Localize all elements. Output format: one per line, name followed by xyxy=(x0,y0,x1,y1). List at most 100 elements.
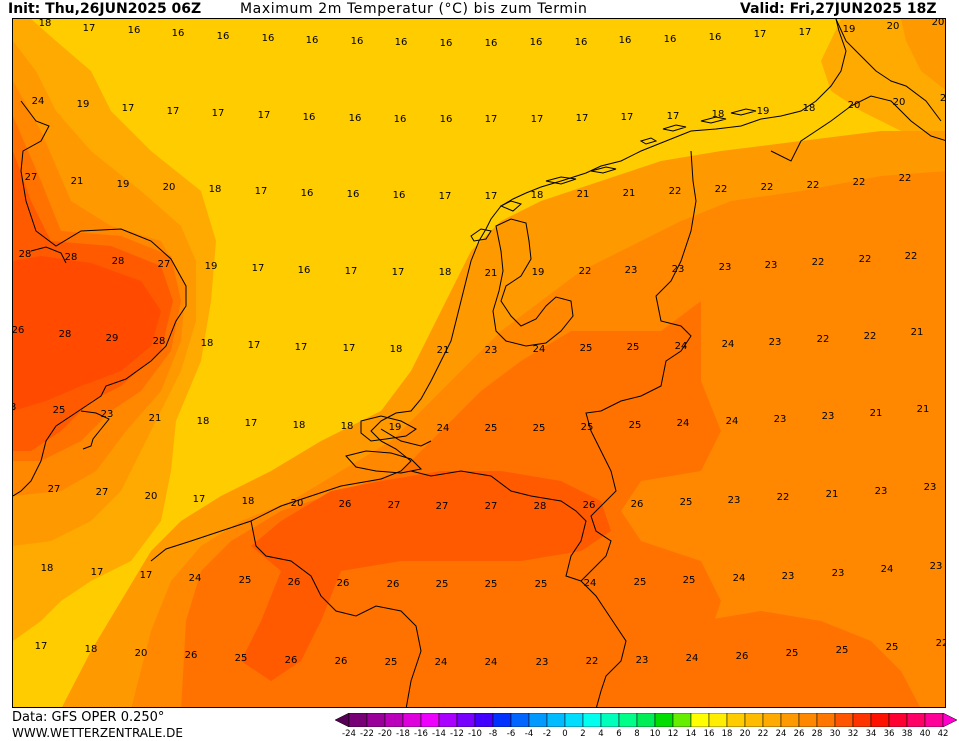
colorbar-swatch xyxy=(402,713,422,727)
temperature-value: 18 xyxy=(208,184,222,195)
temperature-value: 17 xyxy=(798,27,812,38)
colorbar-swatch xyxy=(780,713,800,727)
temperature-value: 25 xyxy=(435,579,449,590)
west-frisian-islands xyxy=(470,108,757,242)
temperature-value: 26 xyxy=(12,325,25,336)
temperature-value: 28 xyxy=(58,329,72,340)
band-28-30-west xyxy=(13,256,161,411)
temperature-value: 24 xyxy=(532,344,546,355)
colorbar-swatch xyxy=(924,713,944,727)
temperature-value: 23 xyxy=(923,482,937,493)
temperature-value: 25 xyxy=(534,579,548,590)
temperature-value: 17 xyxy=(438,191,452,202)
colorbar-tick-label: -16 xyxy=(414,729,428,739)
temperature-value: 16 xyxy=(302,112,316,123)
color-scale-tick-labels: -24 -22 -20 -18 -16 -14 -12 -10 -8 -6 -4 -2 0 2 4 6 8 10 1… xyxy=(335,729,957,740)
temperature-value: 17 xyxy=(257,110,271,121)
colorbar-tick-label: 0 xyxy=(562,729,568,739)
temperature-value: 23 xyxy=(484,345,498,356)
colorbar-high-arrow xyxy=(942,713,957,727)
temperature-value: 25 xyxy=(579,343,593,354)
temperature-value: 17 xyxy=(666,111,680,122)
colorbar-tick-label: -20 xyxy=(378,729,392,739)
colorbar-tick-label: 20 xyxy=(739,729,751,739)
colorbar-swatch xyxy=(906,713,926,727)
temperature-value: 17 xyxy=(139,570,153,581)
colorbar-tick-label: -8 xyxy=(488,729,498,739)
temperature-value: 22 xyxy=(904,251,918,262)
temperature-value: 19 xyxy=(388,422,402,433)
temperature-value: 26 xyxy=(284,655,298,666)
temperature-value: 26 xyxy=(386,579,400,590)
colorbar-tick-label: 4 xyxy=(598,729,604,739)
temperature-value: 17 xyxy=(211,108,225,119)
temperature-value: 18 xyxy=(241,496,255,507)
thames-estuary xyxy=(80,410,110,450)
temperature-value: 19 xyxy=(76,99,90,110)
temperature-value: 20 xyxy=(886,21,900,32)
temperature-value: 16 xyxy=(300,188,314,199)
temperature-value: 25 xyxy=(484,579,498,590)
colorbar-tick-label: 36 xyxy=(883,729,895,739)
temperature-value: 18 xyxy=(40,563,54,574)
temperature-value: 22 xyxy=(935,638,945,649)
denmark-coast xyxy=(835,19,942,122)
temperature-value: 24 xyxy=(676,418,690,429)
temperature-value: 20 xyxy=(847,100,861,111)
colorbar-tick-label: -2 xyxy=(542,729,552,739)
temperature-value: 21 xyxy=(869,408,883,419)
temperature-value: 16 xyxy=(393,114,407,125)
temperature-value: 24 xyxy=(484,657,498,668)
temperature-value: 24 xyxy=(685,653,699,664)
colorbar-swatch xyxy=(636,713,656,727)
colorbar-swatch xyxy=(708,713,728,727)
colorbar-swatch xyxy=(420,713,440,727)
temperature-value: 17 xyxy=(90,567,104,578)
temperature-value: 8 xyxy=(13,403,16,413)
temperature-value: 17 xyxy=(121,103,135,114)
temperature-value: 18 xyxy=(711,109,725,120)
band-20-22-northeast xyxy=(901,19,945,90)
temperature-value: 19 xyxy=(204,261,218,272)
temperature-value: 16 xyxy=(529,37,543,48)
temperature-value: 26 xyxy=(582,500,596,511)
coastlines-and-borders xyxy=(13,19,945,707)
temperature-value: 23 xyxy=(635,655,649,666)
colorbar-swatch xyxy=(870,713,890,727)
colorbar-tick-label: 42 xyxy=(937,729,949,739)
temperature-value: 24 xyxy=(725,416,739,427)
colorbar-swatch xyxy=(600,713,620,727)
temperature-value: 17 xyxy=(244,418,258,429)
temperature-value: 27 xyxy=(484,501,498,512)
init-time-label: Init: Thu,26JUN2025 06Z xyxy=(8,1,202,17)
temperature-value: 16 xyxy=(305,35,319,46)
temperature-value: 28 xyxy=(111,256,125,267)
colorbar-swatch xyxy=(672,713,692,727)
colorbar-tick-label: -12 xyxy=(450,729,464,739)
temperature-value: 23 xyxy=(929,561,943,572)
temperature-value: 25 xyxy=(532,423,546,434)
colorbar-tick-label: -14 xyxy=(432,729,446,739)
colorbar-swatch xyxy=(618,713,638,727)
temperature-value: 23 xyxy=(874,486,888,497)
continental-coastline xyxy=(150,19,847,562)
colorbar-swatch xyxy=(762,713,782,727)
map-title: Maximum 2m Temperatur (°C) bis zum Termi… xyxy=(240,1,588,17)
colorbar-swatch xyxy=(582,713,602,727)
temperature-value: 24 xyxy=(434,657,448,668)
temperature-value: 22 xyxy=(776,492,790,503)
temperature-value: 16 xyxy=(261,33,275,44)
colorbar-tick-label: 6 xyxy=(616,729,622,739)
temperature-map[interactable]: 18 17 16 16 16 16 16 16 16 16 16 16 16 16 16 16 17 17 19 20… xyxy=(12,18,946,708)
temperature-value: 24 xyxy=(674,341,688,352)
temperature-value: 23 xyxy=(781,571,795,582)
temperature-value: 25 xyxy=(384,657,398,668)
temperature-value: 16 xyxy=(350,36,364,47)
colorbar-tick-label: 22 xyxy=(757,729,769,739)
colorbar-tick-label: 28 xyxy=(811,729,823,739)
temperature-value: 21 xyxy=(916,404,930,415)
temperature-value: 27 xyxy=(95,487,109,498)
valid-time-label: Valid: Fri,27JUN2025 18Z xyxy=(740,1,937,17)
colorbar-tick-label: 12 xyxy=(667,729,679,739)
colorbar-swatch xyxy=(528,713,548,727)
